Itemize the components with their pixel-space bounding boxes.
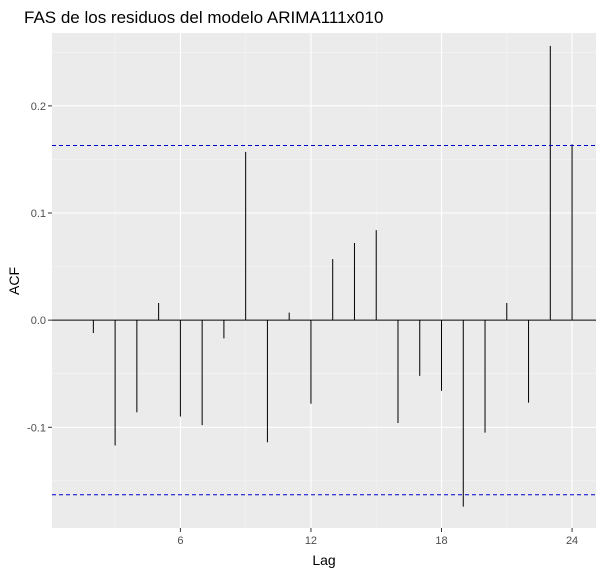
acf-bars	[52, 45, 596, 507]
x-tick-label: 12	[305, 535, 317, 547]
y-tick-label: 0.0	[31, 315, 46, 327]
chart-title: FAS de los residuos del modelo ARIMA111x…	[24, 8, 383, 27]
plot-panel	[52, 33, 596, 528]
x-tick-label: 6	[177, 535, 183, 547]
x-axis-title: Lag	[312, 552, 335, 568]
y-tick-label: 0.2	[31, 101, 46, 113]
y-tick-label: -0.1	[27, 422, 46, 434]
axis-ticks	[48, 105, 573, 532]
y-axis-title: ACF	[6, 267, 22, 295]
minor-gridlines	[52, 33, 596, 528]
x-tick-label: 24	[566, 535, 578, 547]
tick-labels: 6 12 18 24 -0.1 0.0 0.1 0.2	[27, 101, 578, 547]
x-tick-label: 18	[435, 535, 447, 547]
y-tick-label: 0.1	[31, 208, 46, 220]
